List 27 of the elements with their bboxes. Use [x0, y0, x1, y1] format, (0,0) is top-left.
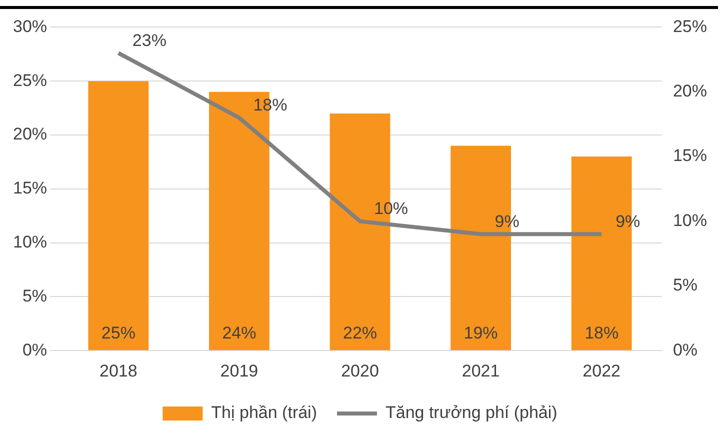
bar	[88, 81, 149, 350]
x-tick-label: 2020	[341, 361, 379, 380]
y2-tick-label: 5%	[672, 276, 698, 295]
data-label: 18%	[584, 323, 619, 342]
x-tick-label: 2022	[582, 361, 620, 380]
x-tick-label: 2019	[220, 361, 258, 380]
y-tick-label: 30%	[12, 16, 48, 36]
data-label: 24%	[222, 323, 256, 342]
legend-label: Thị phần (trái)	[211, 403, 317, 422]
y-tick-label: 20%	[12, 124, 48, 144]
y2-tick-label: 25%	[672, 16, 708, 36]
y-tick-label: 25%	[12, 70, 48, 90]
data-label: 25%	[101, 323, 136, 342]
x-tick-label: 2021	[462, 361, 500, 380]
y-tick-label: 15%	[12, 178, 48, 198]
y-tick-label: 10%	[12, 232, 48, 252]
y-tick-label: 5%	[22, 286, 48, 306]
x-tick-label: 2018	[100, 361, 138, 380]
data-label: 19%	[464, 323, 498, 342]
y2-tick-label: 0%	[672, 340, 698, 360]
y2-tick-label: 20%	[672, 82, 708, 101]
y2-tick-label: 10%	[672, 210, 708, 230]
data-label: 23%	[132, 30, 166, 50]
legend-label: Tăng trưởng phí (phải)	[385, 403, 558, 422]
data-label: 22%	[342, 323, 378, 342]
y2-tick-label: 15%	[672, 146, 708, 166]
y-tick-label: 0%	[22, 340, 48, 360]
